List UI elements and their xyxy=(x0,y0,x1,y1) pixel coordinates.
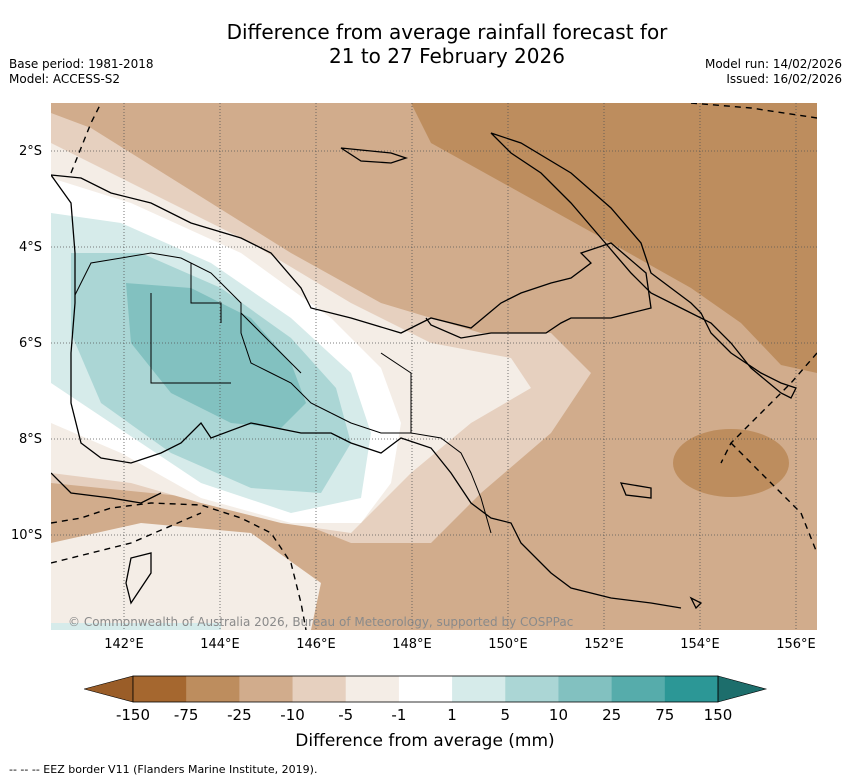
new-guinea-north-coast xyxy=(51,174,652,339)
provincial-borders xyxy=(74,252,492,534)
lat-label-8s: 8°S xyxy=(19,432,43,447)
title-line2: 21 to 27 February 2026 xyxy=(329,44,565,68)
lon-label-144e: 144°E xyxy=(200,637,240,652)
forecast-map xyxy=(51,103,817,630)
wet-strip xyxy=(51,623,221,630)
colorbar-cell xyxy=(239,676,294,702)
colorbar-tick-label: -150 xyxy=(115,706,151,724)
border-4 xyxy=(240,312,302,374)
colorbar xyxy=(84,675,768,703)
eez-legend: -- -- -- EEZ border V11 (Flanders Marine… xyxy=(9,763,318,776)
island-small xyxy=(689,596,703,610)
colorbar-tick-label: 150 xyxy=(703,706,733,724)
colorbar-tick-label: 75 xyxy=(655,706,675,724)
meta-right: Model run: 14/02/2026 Issued: 16/02/2026 xyxy=(705,57,842,87)
colorbar-cell xyxy=(186,676,240,702)
island-east xyxy=(619,482,652,499)
eez-northwest xyxy=(70,103,102,174)
colorbar-tick-label: 5 xyxy=(500,706,511,724)
eez-northeast xyxy=(690,103,817,119)
colorbar-tick-label: -25 xyxy=(227,706,252,724)
manus-island xyxy=(340,147,409,164)
colorbar-tick-label: -75 xyxy=(173,706,199,724)
eez-southeast xyxy=(730,442,817,554)
lon-label-148e: 148°E xyxy=(392,637,432,652)
eez-south xyxy=(51,502,307,630)
colorbar-cell xyxy=(611,676,666,702)
colorbar-cell xyxy=(452,676,506,702)
border-5 xyxy=(380,352,492,534)
colorbar-tick-label: -1 xyxy=(391,706,407,724)
lat-label-2s: 2°S xyxy=(19,144,43,159)
colorbar-cell xyxy=(133,676,187,702)
border-3 xyxy=(190,263,222,323)
copyright-notice: © Commonwealth of Australia 2026, Bureau… xyxy=(68,615,574,629)
lon-label-142e: 142°E xyxy=(104,637,144,652)
base-period: Base period: 1981-2018 xyxy=(9,57,154,71)
eez-borders xyxy=(51,103,817,630)
colorbar-frame xyxy=(132,675,719,703)
colorbar-cells xyxy=(133,676,719,702)
colorbar-cell xyxy=(292,676,347,702)
colorbar-cell xyxy=(558,676,613,702)
lon-label-150e: 150°E xyxy=(488,637,528,652)
colorbar-cell xyxy=(505,676,559,702)
meta-left: Base period: 1981-2018 Model: ACCESS-S2 xyxy=(9,57,154,87)
map-canvas xyxy=(51,103,817,630)
slightly-dry-south xyxy=(51,523,321,630)
lat-label-10s: 10°S xyxy=(11,528,43,543)
model-name: Model: ACCESS-S2 xyxy=(9,72,121,86)
border-2 xyxy=(150,293,231,384)
very-wet-area xyxy=(126,283,306,428)
title-line1: Difference from average rainfall forecas… xyxy=(226,20,668,44)
map-title: Difference from average rainfall forecas… xyxy=(0,20,850,68)
new-guinea-south-coast xyxy=(51,174,682,609)
cape-york-tip xyxy=(125,552,152,605)
new-ireland-coast xyxy=(490,132,797,399)
eez-southwest xyxy=(51,512,202,564)
colorbar-cell xyxy=(664,676,719,702)
colorbar-tick-label: 1 xyxy=(447,706,457,724)
lon-label-152e: 152°E xyxy=(584,637,624,652)
border-6 xyxy=(330,412,411,434)
very-dry-northeast xyxy=(411,103,817,373)
colorbar-label: Difference from average (mm) xyxy=(295,731,555,751)
colorbar-tick-label: -5 xyxy=(338,706,354,724)
border-1 xyxy=(74,252,332,414)
colorbar-cell xyxy=(345,676,400,702)
lon-label-146e: 146°E xyxy=(296,637,336,652)
lon-label-154e: 154°E xyxy=(680,637,720,652)
issued-date: Issued: 16/02/2026 xyxy=(726,72,842,86)
model-run: Model run: 14/02/2026 xyxy=(704,57,842,71)
colorbar-extend-low xyxy=(84,675,134,703)
lat-label-4s: 4°S xyxy=(19,240,43,255)
colorbar-cell xyxy=(398,676,453,702)
cape-york-coast xyxy=(51,472,162,504)
lat-label-6s: 6°S xyxy=(19,336,43,351)
colorbar-tick-label: 10 xyxy=(548,706,568,724)
eez-east xyxy=(720,352,817,464)
colorbar-extend-high xyxy=(717,675,768,703)
lon-label-156e: 156°E xyxy=(776,637,816,652)
colorbar-tick-label: -10 xyxy=(280,706,305,724)
colorbar-tick-label: 25 xyxy=(602,706,622,724)
coastlines xyxy=(51,132,797,610)
gridlines xyxy=(51,103,817,630)
very-dry-patch xyxy=(673,429,789,497)
